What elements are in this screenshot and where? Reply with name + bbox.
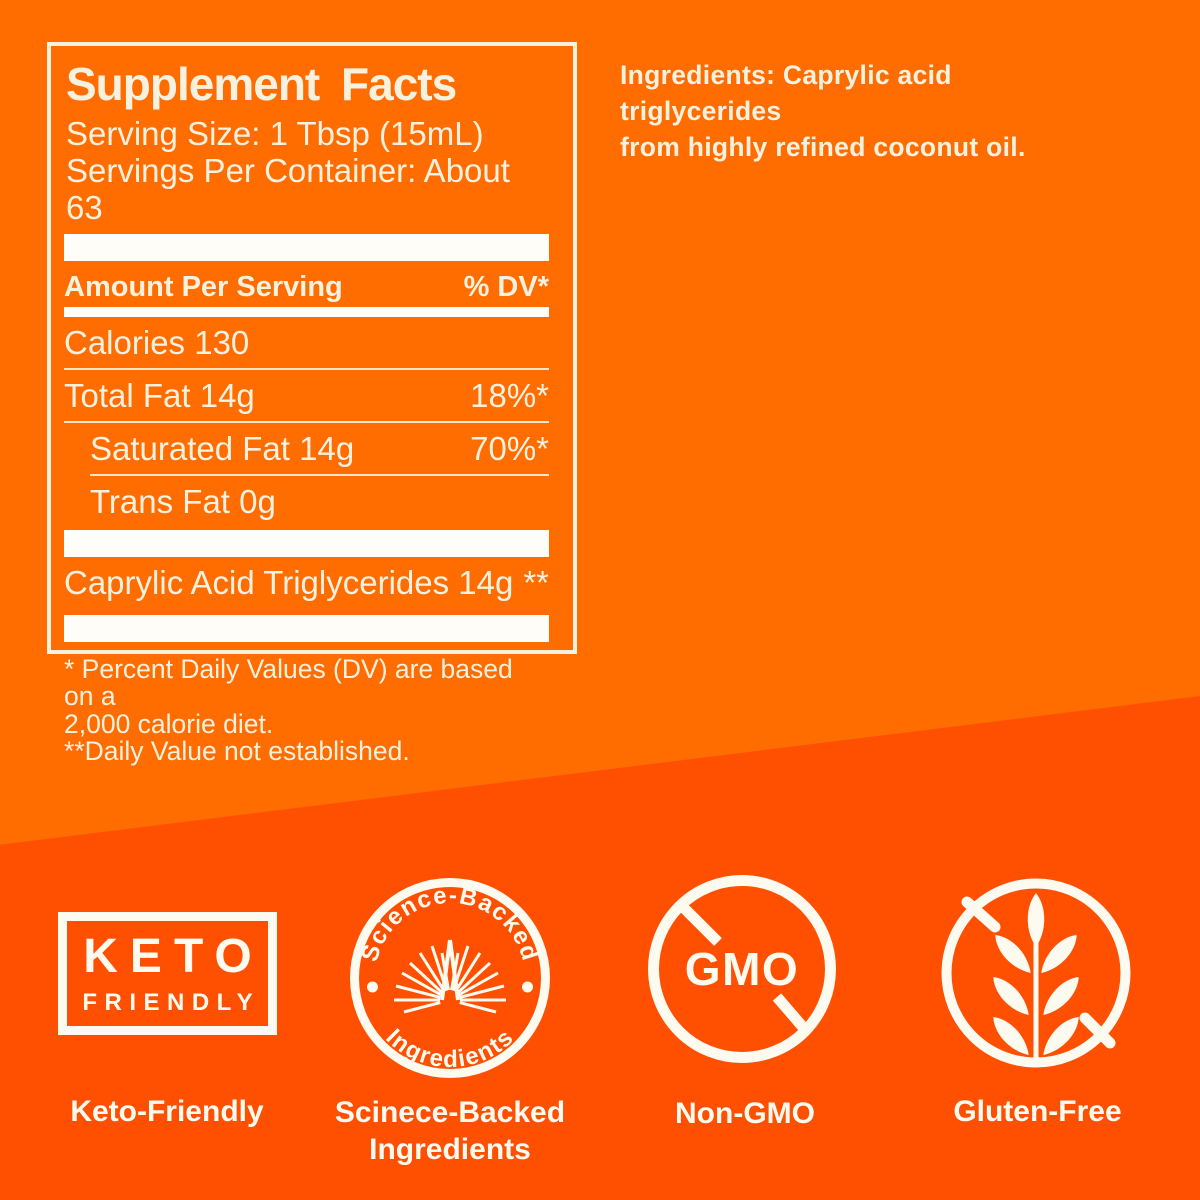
serving-size: Serving Size: 1 Tbsp (15mL) [66,114,484,152]
science-arc-bottom-text: Ingredients [381,1023,518,1073]
servings-per-container: Servings Per Container: About 63 [66,151,510,226]
supplement-facts-panel: Supplement Facts Serving Size: 1 Tbsp (1… [47,42,577,765]
left-dot [367,981,378,993]
saturated-fat-row: Saturated Fat 14g 70%* [90,423,549,476]
calories-label: Calories 130 [64,323,250,361]
ingredients-text: Ingredients: Caprylic acid triglycerides… [620,60,1026,162]
amount-per-serving-label: Amount Per Serving [64,270,343,303]
gluten-free-badge-icon [941,878,1131,1068]
gmo-caption: Non-GMO [675,1097,815,1130]
keto-badge-line2: FRIENDLY [82,988,261,1016]
science-backed-badge-icon: Science-Backed Ingredients [350,878,550,1078]
panel-title: Supplement Facts [66,58,457,110]
total-fat-row: Total Fat 14g 18%* [64,370,549,423]
trans-fat-label: Trans Fat 0g [90,482,276,520]
calories-row: Calories 130 [64,317,549,370]
caprylic-row: Caprylic Acid Triglycerides 14g ** [64,557,549,608]
amount-per-serving-row: Amount Per Serving % DV* [64,261,549,304]
gluten-badge-ring [941,878,1131,1068]
keto-friendly-badge-icon: KETO FRIENDLY [58,912,277,1035]
science-badge-ring [350,878,550,1078]
footnote-daily-values: * Percent Daily Values (DV) are based on… [64,653,513,739]
footnote-not-established: **Daily Value not established. [64,736,410,767]
divider-bar-thin [64,306,549,317]
starburst-rays-icon [394,939,506,1014]
non-gmo-badge-icon: GMO [648,875,836,1063]
saturated-fat-label: Saturated Fat 14g [90,429,355,467]
keto-badge-line1: KETO [83,929,264,983]
saturated-fat-dv: 70%* [470,429,549,467]
gluten-slash-bottom [1079,1012,1116,1049]
wheat-icon [993,893,1079,1058]
dv-header: % DV* [463,270,549,303]
gluten-slash-top [961,896,1001,933]
gmo-slash-bottom [772,993,813,1037]
gluten-caption: Gluten-Free [953,1095,1122,1128]
total-fat-dv: 18%* [470,376,549,414]
total-fat-label: Total Fat 14g [64,376,255,414]
caprylic-dv: ** [523,563,549,601]
keto-caption: Keto-Friendly [70,1095,264,1128]
divider-bar-thick [64,614,549,642]
trans-fat-row: Trans Fat 0g [90,476,549,527]
science-caption: Scinece-Backed Ingredients [334,1096,566,1166]
svg-text:Ingredients: Ingredients [381,1023,520,1073]
divider-bar-thick [64,529,549,557]
divider-bar-thick [64,233,549,261]
caprylic-label: Caprylic Acid Triglycerides 14g [64,563,514,601]
gmo-badge-text: GMO [685,943,799,995]
gmo-badge-ring [648,875,836,1063]
right-dot [522,981,533,993]
gmo-slash-top [674,898,722,946]
